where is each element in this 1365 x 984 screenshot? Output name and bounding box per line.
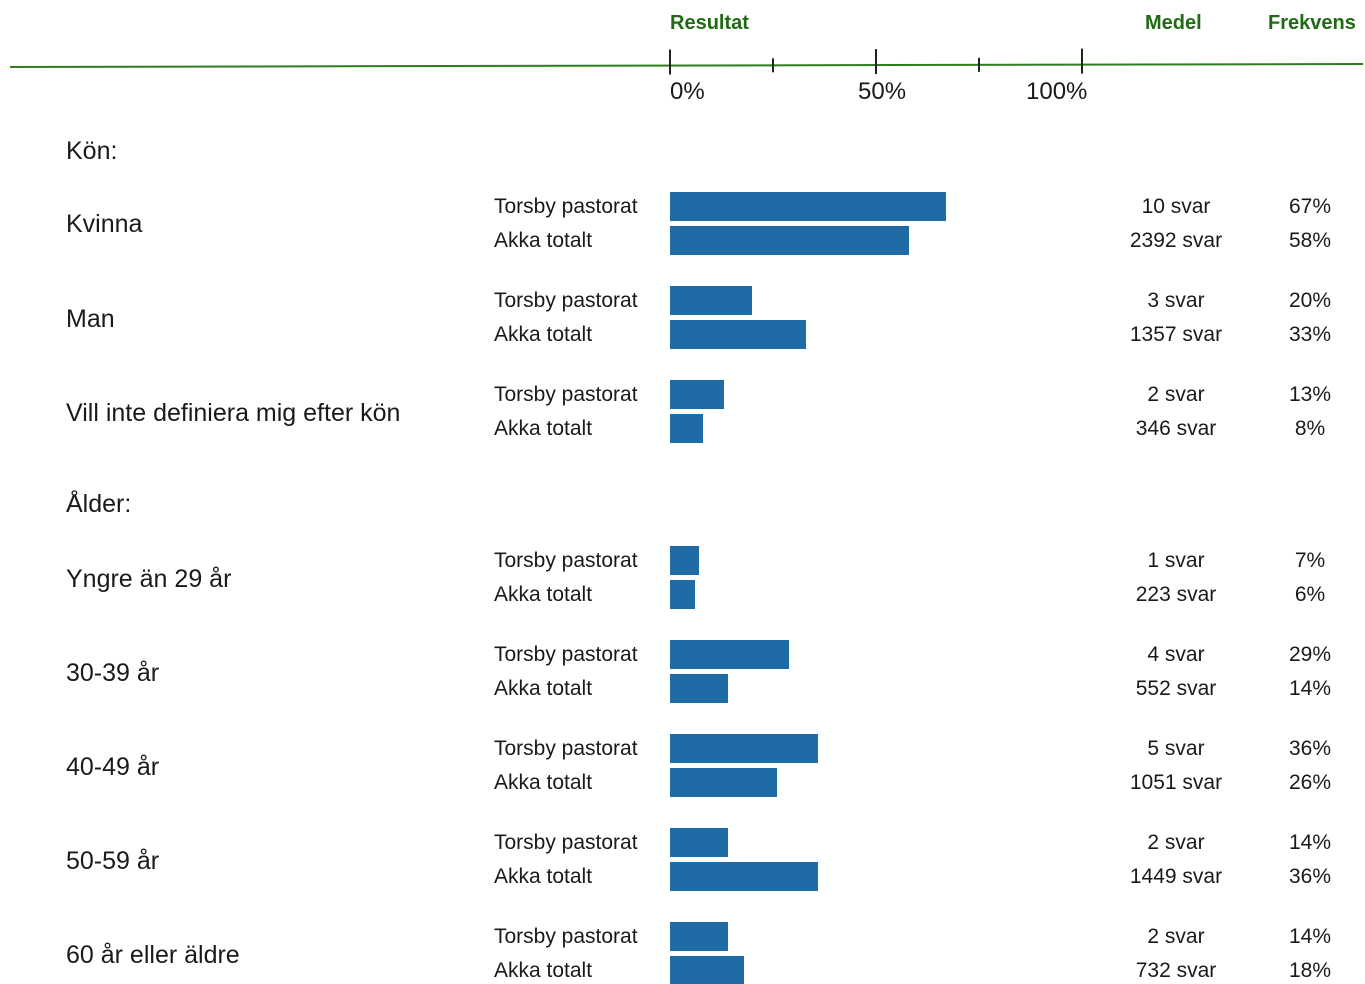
bar xyxy=(670,734,818,763)
bar xyxy=(670,768,777,797)
response-count: 2 svar xyxy=(1147,383,1205,406)
category-label: 60 år eller äldre xyxy=(66,941,240,969)
series-label: Akka totalt xyxy=(494,865,593,888)
section-title: Ålder: xyxy=(66,490,132,518)
frequency-value: 67% xyxy=(1288,195,1332,218)
response-count: 346 svar xyxy=(1135,417,1217,440)
series-label: Torsby pastorat xyxy=(494,831,638,854)
result-column-header: Resultat xyxy=(670,12,749,34)
series-label: Torsby pastorat xyxy=(494,289,638,312)
bar xyxy=(670,674,728,703)
response-count: 1449 svar xyxy=(1129,865,1223,888)
x-tick-label: 50% xyxy=(858,78,907,105)
bar xyxy=(670,862,818,891)
category-label: Vill inte definiera mig efter kön xyxy=(66,399,401,427)
x-tick-label: 100% xyxy=(1026,78,1088,105)
frequency-value: 14% xyxy=(1288,925,1332,948)
category-label: 30-39 år xyxy=(66,659,160,687)
series-label: Torsby pastorat xyxy=(494,549,638,572)
frequency-value: 6% xyxy=(1294,583,1326,606)
response-count: 2392 svar xyxy=(1129,229,1223,252)
series-label: Torsby pastorat xyxy=(494,195,638,218)
series-label: Akka totalt xyxy=(494,417,593,440)
x-axis xyxy=(9,48,1364,75)
series-label: Torsby pastorat xyxy=(494,925,638,948)
frequency-value: 14% xyxy=(1288,677,1332,700)
category-label: 40-49 år xyxy=(66,753,160,781)
x-tick-label: 0% xyxy=(670,78,705,105)
bar xyxy=(670,640,789,669)
response-count: 1357 svar xyxy=(1129,323,1223,346)
response-count: 1051 svar xyxy=(1129,771,1223,794)
frequency-value: 18% xyxy=(1288,959,1332,982)
response-count: 4 svar xyxy=(1147,643,1205,666)
frequency-value: 29% xyxy=(1288,643,1332,666)
bar xyxy=(670,380,724,409)
frequency-value: 8% xyxy=(1294,417,1326,440)
bar xyxy=(670,956,744,984)
frequency-value: 13% xyxy=(1288,383,1332,406)
bar xyxy=(670,828,728,857)
mean-column-header: Medel xyxy=(1145,12,1202,34)
bar xyxy=(670,320,806,349)
series-label: Akka totalt xyxy=(494,677,593,700)
response-count: 2 svar xyxy=(1147,831,1205,854)
response-count: 10 svar xyxy=(1141,195,1211,218)
response-count: 5 svar xyxy=(1147,737,1205,760)
frequency-value: 33% xyxy=(1288,323,1332,346)
series-label: Akka totalt xyxy=(494,323,593,346)
response-count: 2 svar xyxy=(1147,925,1205,948)
response-count: 223 svar xyxy=(1135,583,1217,606)
bar xyxy=(670,286,752,315)
section-title: Kön: xyxy=(66,137,118,165)
frequency-value: 20% xyxy=(1288,289,1332,312)
series-label: Akka totalt xyxy=(494,583,593,606)
frequency-column-header: Frekvens xyxy=(1268,12,1356,34)
category-label: Kvinna xyxy=(66,210,143,238)
bar xyxy=(670,546,699,575)
bar xyxy=(670,922,728,951)
frequency-value: 36% xyxy=(1288,865,1332,888)
x-axis-ticks xyxy=(669,48,1083,75)
category-label: Yngre än 29 år xyxy=(66,565,232,593)
frequency-value: 14% xyxy=(1288,831,1332,854)
frequency-value: 36% xyxy=(1288,737,1332,760)
series-label: Torsby pastorat xyxy=(494,643,638,666)
frequency-value: 58% xyxy=(1288,229,1332,252)
frequency-value: 26% xyxy=(1288,771,1332,794)
response-count: 3 svar xyxy=(1147,289,1205,312)
bar xyxy=(670,226,909,255)
response-count: 552 svar xyxy=(1135,677,1217,700)
series-label: Torsby pastorat xyxy=(494,737,638,760)
series-label: Torsby pastorat xyxy=(494,383,638,406)
bar xyxy=(670,580,695,609)
response-count: 732 svar xyxy=(1135,959,1217,982)
category-label: 50-59 år xyxy=(66,847,160,875)
series-label: Akka totalt xyxy=(494,959,593,982)
x-axis-line xyxy=(9,63,1364,68)
bar xyxy=(670,414,703,443)
series-label: Akka totalt xyxy=(494,229,593,252)
response-count: 1 svar xyxy=(1147,549,1205,572)
series-label: Akka totalt xyxy=(494,771,593,794)
bar xyxy=(670,192,946,221)
frequency-value: 7% xyxy=(1294,549,1326,572)
category-label: Man xyxy=(66,305,115,333)
